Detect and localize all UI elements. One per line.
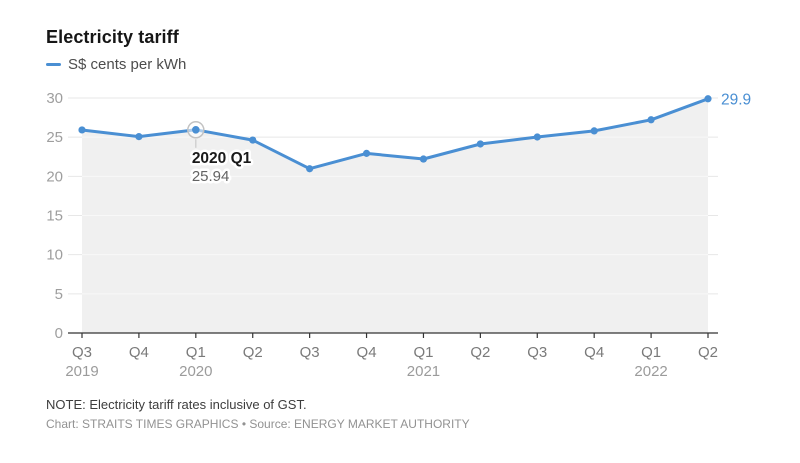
data-point[interactable] [249, 136, 257, 144]
x-tick-label: Q1 [641, 344, 661, 361]
legend-line-swatch-icon [46, 63, 61, 66]
data-point[interactable] [704, 95, 712, 103]
x-tick-label: Q1 [186, 344, 206, 361]
y-tick-label: 5 [55, 286, 63, 303]
x-tick-label: Q3 [527, 344, 547, 361]
x-year-label: 2020 [179, 363, 212, 380]
grid-inside-group [82, 136, 708, 295]
chart-title: Electricity tariff [46, 27, 179, 47]
chart-credit: Chart: STRAITS TIMES GRAPHICS • Source: … [46, 417, 470, 431]
data-point[interactable] [306, 165, 314, 173]
tooltip-title: 2020 Q1 [192, 150, 252, 167]
chart-note: NOTE: Electricity tariff rates inclusive… [46, 397, 307, 412]
data-point[interactable] [647, 116, 655, 124]
y-tick-label: 30 [46, 90, 63, 107]
data-point[interactable] [135, 133, 143, 141]
tooltip-value: 25.94 [192, 168, 230, 185]
x-year-label: 2021 [407, 363, 440, 380]
data-point[interactable] [533, 133, 541, 141]
x-tick-label: Q4 [357, 344, 377, 361]
x-tick-label: Q2 [470, 344, 490, 361]
end-value-label: 29.9 [721, 91, 751, 108]
series-line [80, 97, 710, 171]
y-tick-label: 10 [46, 247, 63, 264]
legend-label: S$ cents per kWh [68, 56, 187, 73]
x-tick-label: Q3 [72, 344, 92, 361]
data-point[interactable] [476, 140, 484, 148]
data-point[interactable] [78, 126, 86, 134]
x-tick-label: Q1 [413, 344, 433, 361]
y-tick-label: 25 [46, 129, 63, 146]
x-tick-label: Q3 [300, 344, 320, 361]
x-tick-label: Q2 [243, 344, 263, 361]
legend: S$ cents per kWh [46, 56, 186, 73]
data-point[interactable] [419, 155, 428, 163]
data-point[interactable] [362, 149, 371, 157]
data-point[interactable] [590, 127, 598, 135]
highlight-point[interactable] [192, 126, 200, 134]
y-tick-label: 0 [55, 325, 63, 342]
x-tick-label: Q4 [129, 344, 149, 361]
y-tick-label: 20 [46, 168, 63, 185]
y-tick-label: 15 [46, 208, 63, 225]
x-year-label: 2019 [65, 363, 98, 380]
x-year-label: 2022 [634, 363, 667, 380]
x-tick-label: Q2 [698, 344, 718, 361]
x-tick-label: Q4 [584, 344, 604, 361]
